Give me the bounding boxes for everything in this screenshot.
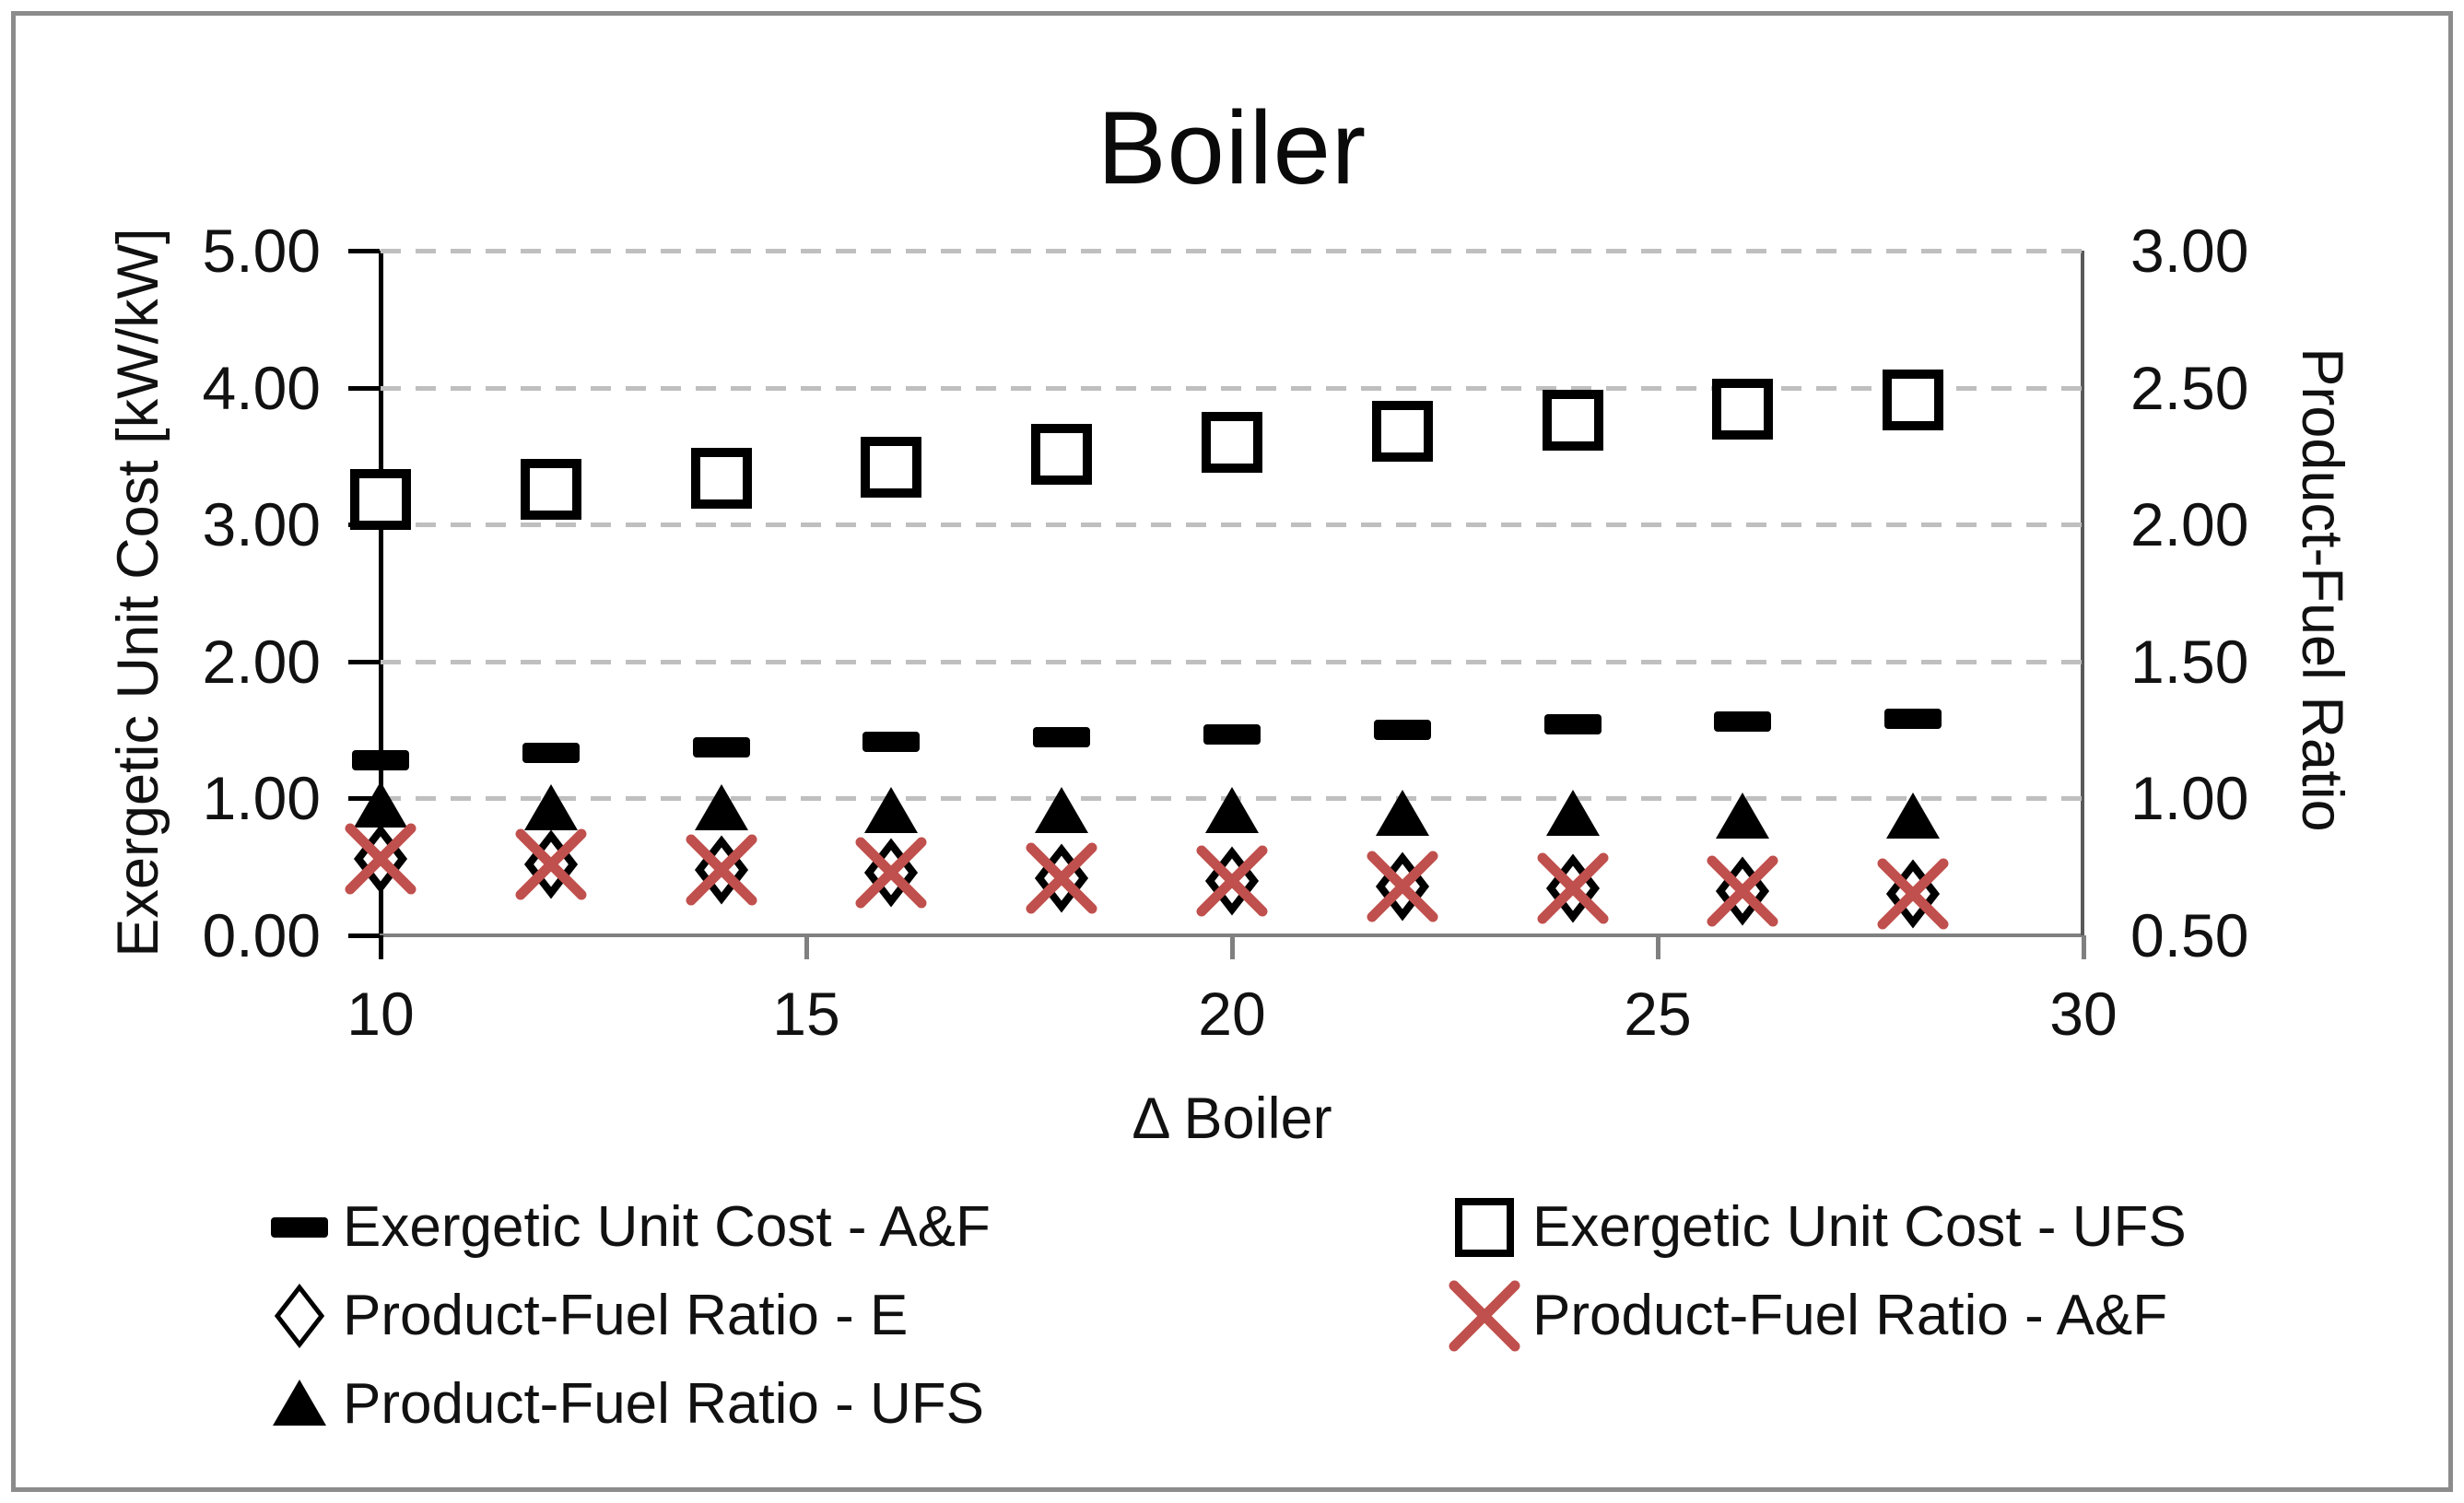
x-tick-label: 30 xyxy=(2049,980,2118,1048)
data-marker-dash xyxy=(1701,680,1784,763)
gridline xyxy=(381,659,2083,664)
data-marker-x-cross xyxy=(680,828,763,911)
right-y-tick-label: 0.50 xyxy=(2130,901,2249,969)
right-y-tick-label: 2.00 xyxy=(2130,490,2249,559)
data-marker-triangle-filled xyxy=(339,765,422,848)
data-marker-triangle-filled xyxy=(1191,770,1273,853)
legend-label: Product-Fuel Ratio - E xyxy=(343,1284,909,1347)
data-marker-dash xyxy=(1191,693,1273,776)
data-marker-triangle-filled xyxy=(1020,770,1103,853)
data-marker-square-open xyxy=(1871,358,1954,441)
data-marker-x-cross xyxy=(1531,847,1614,930)
right-y-tick-label: 2.50 xyxy=(2130,353,2249,422)
x-axis-tick xyxy=(2082,935,2086,959)
data-marker-triangle-filled xyxy=(510,768,593,851)
data-marker-x-cross xyxy=(510,823,593,906)
data-marker-dash xyxy=(1361,688,1444,771)
left-y-tick-label: 1.00 xyxy=(202,764,321,833)
legend-label: Exergetic Unit Cost - A&F xyxy=(343,1195,991,1259)
chart-title: Boiler xyxy=(1097,90,1367,205)
x-axis-tick xyxy=(1656,935,1660,959)
data-marker-dash xyxy=(339,719,422,802)
data-marker-triangle-filled xyxy=(1531,773,1614,856)
gridline xyxy=(381,249,2083,253)
x-tick-label: 15 xyxy=(772,980,840,1048)
data-marker-dash xyxy=(680,706,763,789)
left-y-tick-label: 2.00 xyxy=(202,627,321,696)
x-axis-tick xyxy=(804,935,809,959)
chart-border-frame xyxy=(11,11,2453,1492)
gridline xyxy=(381,385,2083,391)
data-marker-x-cross xyxy=(1020,837,1103,920)
data-marker-triangle-filled xyxy=(680,768,763,851)
left-y-axis-tick xyxy=(348,385,380,391)
left-y-axis-tick xyxy=(348,796,380,802)
left-y-axis-tick xyxy=(348,659,380,664)
data-marker-square-open xyxy=(1020,413,1103,496)
left-y-axis-tick xyxy=(348,934,380,938)
left-y-axis-tick xyxy=(348,249,380,253)
data-marker-x-cross xyxy=(1871,852,1954,935)
data-marker-triangle-filled xyxy=(1871,776,1954,859)
x-tick-label: 10 xyxy=(346,980,415,1048)
legend-marker-square-open xyxy=(1443,1186,1526,1269)
legend-marker-triangle-filled xyxy=(258,1363,341,1446)
data-marker-x-cross xyxy=(1361,845,1444,928)
legend-marker-x-cross xyxy=(1443,1274,1526,1357)
x-axis-tick xyxy=(1230,935,1235,959)
x-axis-line xyxy=(364,934,2083,937)
data-marker-square-open xyxy=(1701,368,1784,451)
data-marker-dash xyxy=(850,700,933,783)
data-marker-x-cross xyxy=(1701,850,1784,933)
data-marker-triangle-filled xyxy=(1701,776,1784,859)
right-y-tick-label: 3.00 xyxy=(2130,217,2249,285)
left-y-tick-label: 0.00 xyxy=(202,901,321,969)
legend-marker-dash xyxy=(258,1186,341,1269)
data-marker-dash xyxy=(1020,696,1103,779)
right-y-axis-line xyxy=(2081,251,2084,935)
data-marker-square-open xyxy=(510,448,593,531)
left-y-tick-label: 3.00 xyxy=(202,490,321,559)
right-y-tick-label: 1.00 xyxy=(2130,764,2249,833)
data-marker-x-cross xyxy=(1191,840,1273,922)
data-marker-square-open xyxy=(339,458,422,541)
data-marker-square-open xyxy=(1191,401,1273,484)
left-y-axis-line xyxy=(379,251,383,958)
x-axis-title: Δ Boiler xyxy=(1132,1086,1332,1151)
legend-label: Product-Fuel Ratio - UFS xyxy=(343,1372,984,1436)
x-tick-label: 25 xyxy=(1624,980,1692,1048)
data-marker-x-cross xyxy=(339,817,422,900)
data-marker-dash xyxy=(510,711,593,794)
x-axis-tick xyxy=(379,935,383,959)
data-marker-triangle-filled xyxy=(850,770,933,853)
legend-marker-diamond-open xyxy=(258,1274,341,1357)
x-tick-label: 20 xyxy=(1198,980,1266,1048)
data-marker-x-cross xyxy=(850,831,933,914)
legend-label: Product-Fuel Ratio - A&F xyxy=(1532,1284,2168,1347)
data-marker-square-open xyxy=(1531,379,1614,462)
legend-label: Exergetic Unit Cost - UFS xyxy=(1532,1195,2187,1259)
data-marker-square-open xyxy=(850,426,933,509)
data-marker-dash xyxy=(1871,677,1954,760)
data-marker-square-open xyxy=(1361,390,1444,473)
right-y-tick-label: 1.50 xyxy=(2130,627,2249,696)
left-y-tick-label: 4.00 xyxy=(202,353,321,422)
left-y-tick-label: 5.00 xyxy=(202,217,321,285)
gridline xyxy=(381,523,2083,528)
data-marker-triangle-filled xyxy=(1361,773,1444,856)
data-marker-dash xyxy=(1531,683,1614,766)
data-marker-square-open xyxy=(680,437,763,520)
